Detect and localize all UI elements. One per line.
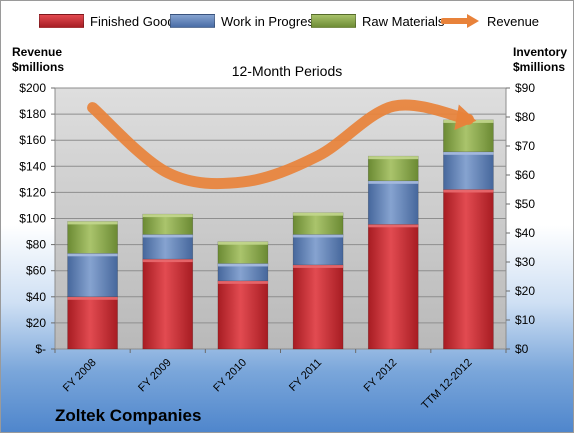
left-tick-label: $100	[19, 212, 46, 226]
right-tick-label: $80	[515, 110, 535, 124]
bar-work-in-progress	[367, 180, 419, 225]
left-tick-label: $80	[26, 238, 46, 252]
legend-label-finished-goods: Finished Goods	[90, 13, 182, 29]
bar-cap-finished-goods	[368, 224, 419, 228]
left-tick-label: $40	[26, 290, 46, 304]
line-revenue-arrowhead	[454, 104, 477, 131]
left-tick-label: $20	[26, 316, 46, 330]
bar-raw-materials	[292, 212, 344, 235]
x-tick-label: FY 2009	[136, 357, 174, 395]
legend-swatch-raw-materials	[311, 14, 356, 28]
legend-arrow-revenue-icon	[441, 14, 479, 28]
right-tick-label: $10	[515, 313, 535, 327]
bar-cap-work-in-progress	[293, 234, 344, 238]
bar-cap-raw-materials	[368, 156, 419, 160]
legend-item-raw-materials: Raw Materials	[311, 10, 444, 32]
bar-cap-work-in-progress	[368, 180, 419, 184]
legend: Finished Goods Work in Progress Raw Mate…	[1, 10, 573, 32]
legend-label-work-in-progress: Work in Progress	[221, 13, 321, 29]
bar-finished-goods	[142, 258, 194, 350]
x-tick-label: FY 2011	[287, 357, 324, 394]
bar-raw-materials	[67, 221, 118, 254]
bar-cap-work-in-progress	[443, 151, 494, 155]
right-tick-label: $0	[515, 342, 529, 356]
x-tick-label: FY 2010	[211, 357, 249, 395]
bar-cap-raw-materials	[293, 212, 344, 216]
legend-swatch-finished-goods	[39, 14, 84, 28]
line-revenue	[87, 99, 474, 190]
bar-finished-goods	[292, 264, 344, 350]
bar-cap-finished-goods	[142, 259, 193, 263]
right-axis-title-line-1: Inventory	[513, 45, 568, 59]
left-tick-label: $180	[19, 107, 46, 121]
bar-finished-goods	[443, 189, 494, 350]
bar-finished-goods	[217, 280, 269, 350]
bar-raw-materials	[443, 119, 494, 153]
bar-finished-goods	[367, 224, 419, 350]
left-tick-label: $160	[19, 133, 46, 147]
right-tick-label: $40	[515, 226, 535, 240]
legend-item-finished-goods: Finished Goods	[39, 10, 181, 32]
bar-work-in-progress	[443, 151, 494, 190]
bar-work-in-progress	[292, 234, 344, 266]
left-tick-label: $-	[35, 342, 46, 356]
bar-cap-raw-materials	[67, 221, 118, 225]
right-axis-title-line-2: $millions	[513, 60, 566, 74]
right-tick-label: $30	[515, 255, 535, 269]
left-tick-label: $60	[26, 264, 46, 278]
left-axis-title-line-1: Revenue	[12, 45, 63, 59]
legend-item-revenue: Revenue	[441, 10, 539, 32]
bar-raw-materials	[367, 155, 419, 182]
legend-label-revenue: Revenue	[487, 13, 540, 29]
left-tick-label: $200	[19, 81, 46, 95]
right-axis-title: Inventory $millions	[513, 45, 567, 75]
bar-cap-raw-materials	[217, 241, 268, 245]
bar-work-in-progress	[67, 253, 118, 298]
bar-cap-work-in-progress	[142, 234, 193, 238]
legend-label-raw-materials: Raw Materials	[362, 13, 445, 29]
bar-work-in-progress	[142, 234, 194, 260]
x-tick-label: TTM 12-2012	[419, 357, 474, 412]
bar-cap-work-in-progress	[67, 253, 118, 257]
bar-cap-finished-goods	[443, 189, 494, 193]
bar-raw-materials	[142, 213, 194, 235]
right-tick-label: $20	[515, 284, 535, 298]
company-name: Zoltek Companies	[55, 406, 202, 425]
left-axis-title: Revenue $millions	[12, 45, 64, 75]
chart-title: 12-Month Periods	[231, 63, 343, 79]
right-tick-label: $50	[515, 197, 535, 211]
right-tick-label: $60	[515, 168, 535, 182]
right-tick-label: $90	[515, 81, 535, 95]
bar-cap-finished-goods	[293, 264, 344, 268]
legend-swatch-work-in-progress	[170, 14, 215, 28]
bar-cap-finished-goods	[217, 280, 268, 284]
x-tick-label: FY 2012	[362, 357, 400, 395]
left-tick-label: $120	[19, 185, 46, 199]
left-axis-title-line-2: $millions	[12, 60, 65, 74]
bar-cap-finished-goods	[67, 296, 118, 300]
right-tick-label: $70	[515, 139, 535, 153]
bar-finished-goods	[67, 296, 118, 350]
bar-cap-raw-materials	[142, 214, 193, 218]
left-tick-label: $140	[19, 159, 46, 173]
x-tick-label: FY 2008	[61, 357, 99, 395]
bar-cap-work-in-progress	[217, 263, 268, 267]
legend-item-work-in-progress: Work in Progress	[170, 10, 320, 32]
bar-raw-materials	[217, 241, 269, 264]
